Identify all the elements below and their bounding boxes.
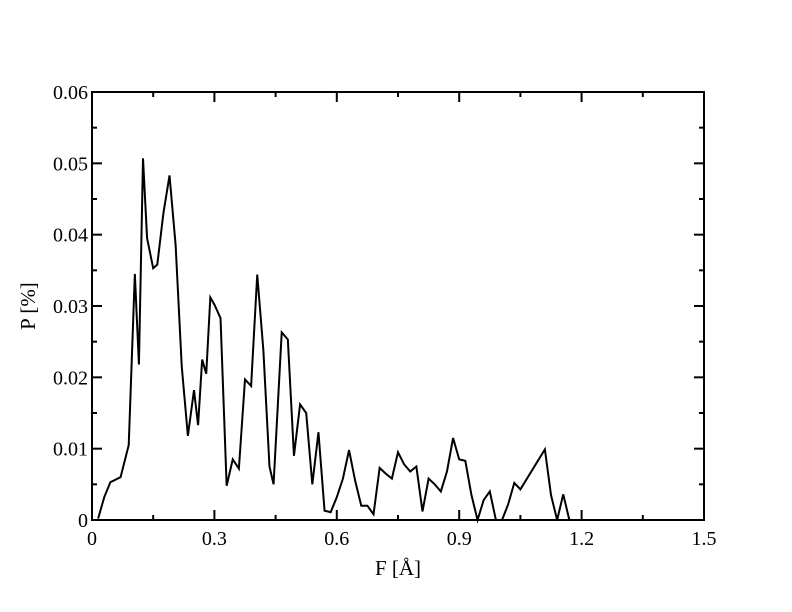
- tick-labels: 0 0.3 0.6 0.9 1.2 1.5 0 0.01 0.02 0.03 0.04 0.05 0.0…: [53, 82, 717, 550]
- y-tick-label: 0.05: [53, 153, 88, 175]
- x-axis-title: F [Å]: [375, 556, 421, 580]
- x-tick-label: 0.3: [202, 528, 227, 550]
- y-tick-label: 0.02: [53, 367, 88, 389]
- y-axis-title: P [%]: [16, 282, 40, 330]
- series-line: [97, 158, 594, 524]
- x-tick-label: 1.2: [569, 528, 594, 550]
- x-tick-label: 0: [87, 528, 97, 550]
- y-tick-label: 0.01: [53, 439, 88, 461]
- y-tick-label: 0.03: [53, 296, 88, 318]
- plot-frame: [91, 91, 705, 521]
- series-layer: [97, 158, 594, 524]
- x-tick-label: 1.5: [692, 528, 717, 550]
- y-tick-label: 0: [78, 510, 88, 532]
- y-tick-label: 0.06: [53, 82, 88, 104]
- x-tick-label: 0.9: [447, 528, 472, 550]
- y-tick-label: 0.04: [53, 225, 88, 247]
- x-tick-label: 0.6: [324, 528, 349, 550]
